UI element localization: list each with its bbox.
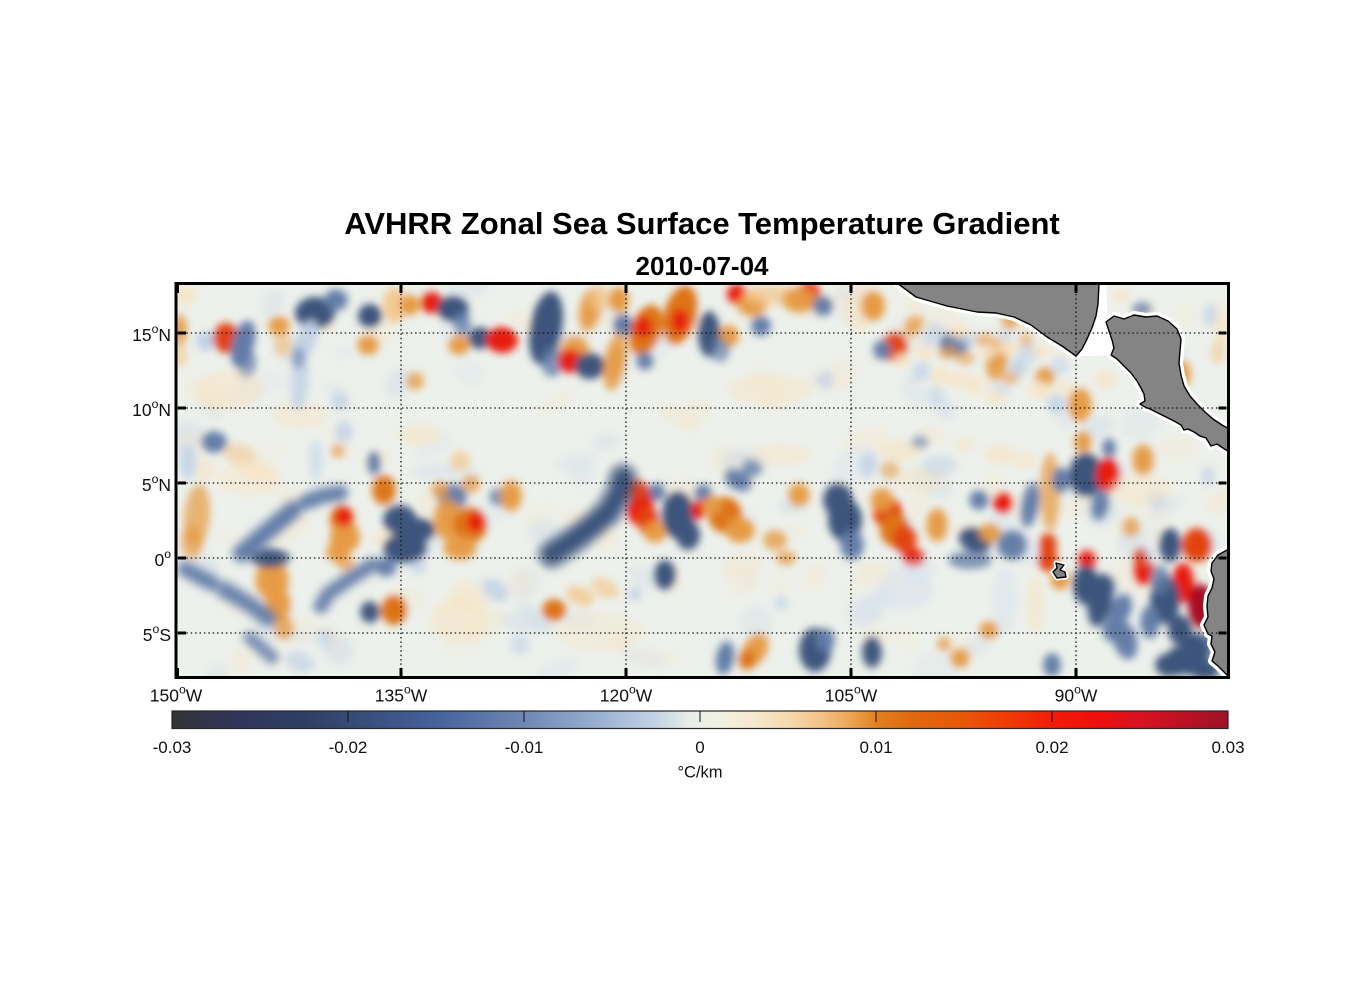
svg-text:120oW: 120oW — [600, 682, 653, 705]
svg-text:0: 0 — [695, 738, 704, 757]
svg-text:90oW: 90oW — [1055, 682, 1098, 705]
svg-text:°C/km: °C/km — [677, 764, 722, 782]
svg-text:-0.01: -0.01 — [505, 738, 544, 757]
svg-text:0.01: 0.01 — [859, 738, 892, 757]
svg-text:135oW: 135oW — [375, 682, 428, 705]
svg-text:5oN: 5oN — [142, 472, 171, 495]
svg-text:AVHRR Zonal Sea Surface Temper: AVHRR Zonal Sea Surface Temperature Grad… — [344, 206, 1059, 241]
svg-text:15oN: 15oN — [132, 322, 171, 345]
svg-text:2010-07-04: 2010-07-04 — [636, 251, 770, 281]
svg-text:-0.03: -0.03 — [153, 738, 192, 757]
svg-text:-0.02: -0.02 — [329, 738, 368, 757]
svg-text:10oN: 10oN — [132, 397, 171, 420]
svg-text:150oW: 150oW — [150, 682, 203, 705]
svg-text:105oW: 105oW — [825, 682, 878, 705]
svg-text:0.03: 0.03 — [1211, 738, 1244, 757]
svg-text:0o: 0o — [154, 547, 171, 570]
svg-text:0.02: 0.02 — [1035, 738, 1068, 757]
svg-text:5oS: 5oS — [143, 622, 171, 645]
